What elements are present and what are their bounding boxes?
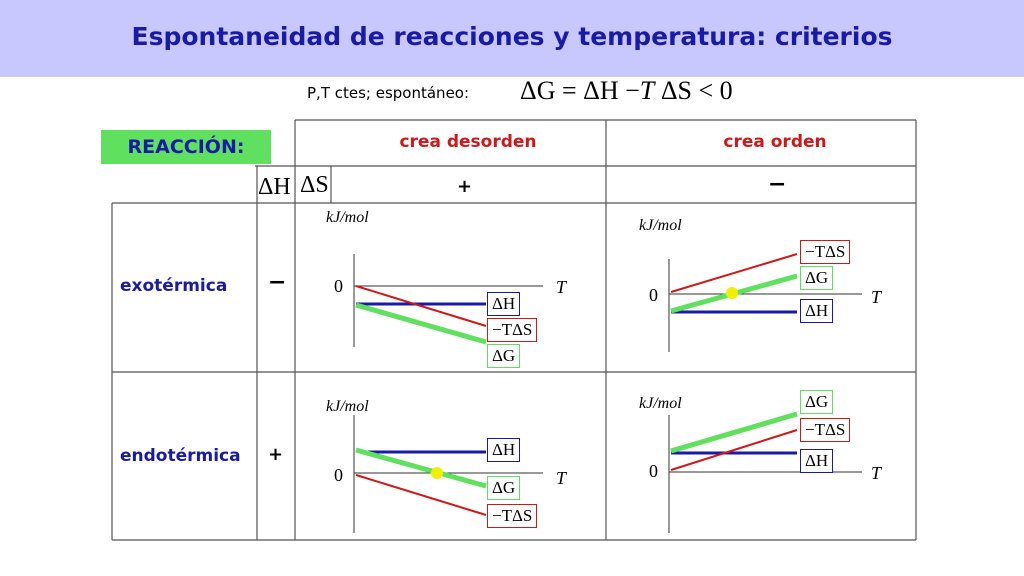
y-axis-unit: kJ/mol — [326, 209, 369, 226]
formula-t: T — [639, 76, 655, 105]
mtds-line — [670, 429, 798, 471]
y-axis-unit: kJ/mol — [639, 217, 682, 234]
dh-positive-sign: + — [268, 444, 284, 465]
dg-line — [355, 447, 487, 489]
t-axis-label: T — [556, 468, 567, 488]
dh-negative-sign: − — [268, 270, 287, 295]
zero-label: 0 — [334, 465, 343, 485]
zero-label: 0 — [334, 276, 343, 296]
y-axis-unit: kJ/mol — [326, 398, 369, 415]
mtds-line — [670, 253, 798, 293]
plot-endo-desorden: kJ/mol 0 T ΔH ΔG −TΔS — [296, 373, 605, 539]
mtds-line — [355, 474, 487, 516]
dg-line — [355, 302, 487, 345]
t-axis-label: T — [871, 287, 882, 307]
crossing-point — [726, 287, 738, 299]
ds-negative-sign: − — [768, 172, 787, 197]
ds-positive-sign: + — [457, 176, 473, 197]
dg-series-label: ΔG — [487, 344, 521, 368]
mtds-series-label: −TΔS — [487, 504, 538, 528]
mtds-series-label: −TΔS — [800, 418, 851, 442]
formula-ds: ΔS — [660, 76, 692, 105]
dg-series-label: ΔG — [487, 476, 521, 500]
zero-label: 0 — [649, 461, 658, 481]
dh-series-label: ΔH — [800, 299, 834, 323]
title-banner — [0, 0, 1024, 77]
mtds-series-label: −TΔS — [800, 240, 851, 264]
reaccion-badge: REACCIÓN: — [101, 130, 271, 164]
t-axis-label: T — [871, 463, 882, 483]
formula-minus: − — [625, 76, 640, 105]
formula-zero: 0 — [719, 76, 733, 105]
spontaneity-formula: ΔG = ΔH −T ΔS < 0 — [520, 76, 733, 106]
formula-dg: ΔG — [520, 76, 556, 105]
dh-series-label: ΔH — [487, 438, 521, 462]
mtds-series-label: −TΔS — [487, 318, 538, 342]
dh-series-label: ΔH — [487, 292, 521, 316]
row-endotermica: endotérmica — [120, 446, 241, 466]
t-axis-label: T — [556, 277, 567, 297]
y-axis-unit: kJ/mol — [639, 395, 682, 412]
dg-line — [670, 411, 798, 454]
row-exotermica: exotérmica — [120, 276, 228, 296]
dh-series-label: ΔH — [800, 449, 834, 473]
formula-dh: ΔH — [583, 76, 619, 105]
formula-equals: = — [562, 76, 577, 105]
zero-label: 0 — [649, 285, 658, 305]
plot-endo-orden: kJ/mol 0 T ΔG −TΔS ΔH — [607, 373, 915, 539]
page-title: Espontaneidad de reacciones y temperatur… — [131, 22, 893, 51]
header-crea-orden: crea orden — [723, 132, 827, 152]
condition-text: P,T ctes; espontáneo: — [307, 84, 470, 102]
mtds-line — [355, 285, 487, 327]
crossing-point — [431, 467, 443, 479]
plot-exo-orden: kJ/mol 0 T −TΔS ΔG ΔH — [607, 204, 915, 371]
header-delta-s: ΔS — [300, 172, 329, 198]
header-crea-desorden: crea desorden — [399, 132, 537, 152]
header-delta-h: ΔH — [258, 174, 291, 200]
dg-series-label: ΔG — [800, 266, 834, 290]
dg-series-label: ΔG — [800, 390, 834, 414]
plot-exo-desorden: kJ/mol 0 T ΔH −TΔS ΔG — [296, 204, 605, 371]
formula-lt: < — [698, 76, 714, 105]
